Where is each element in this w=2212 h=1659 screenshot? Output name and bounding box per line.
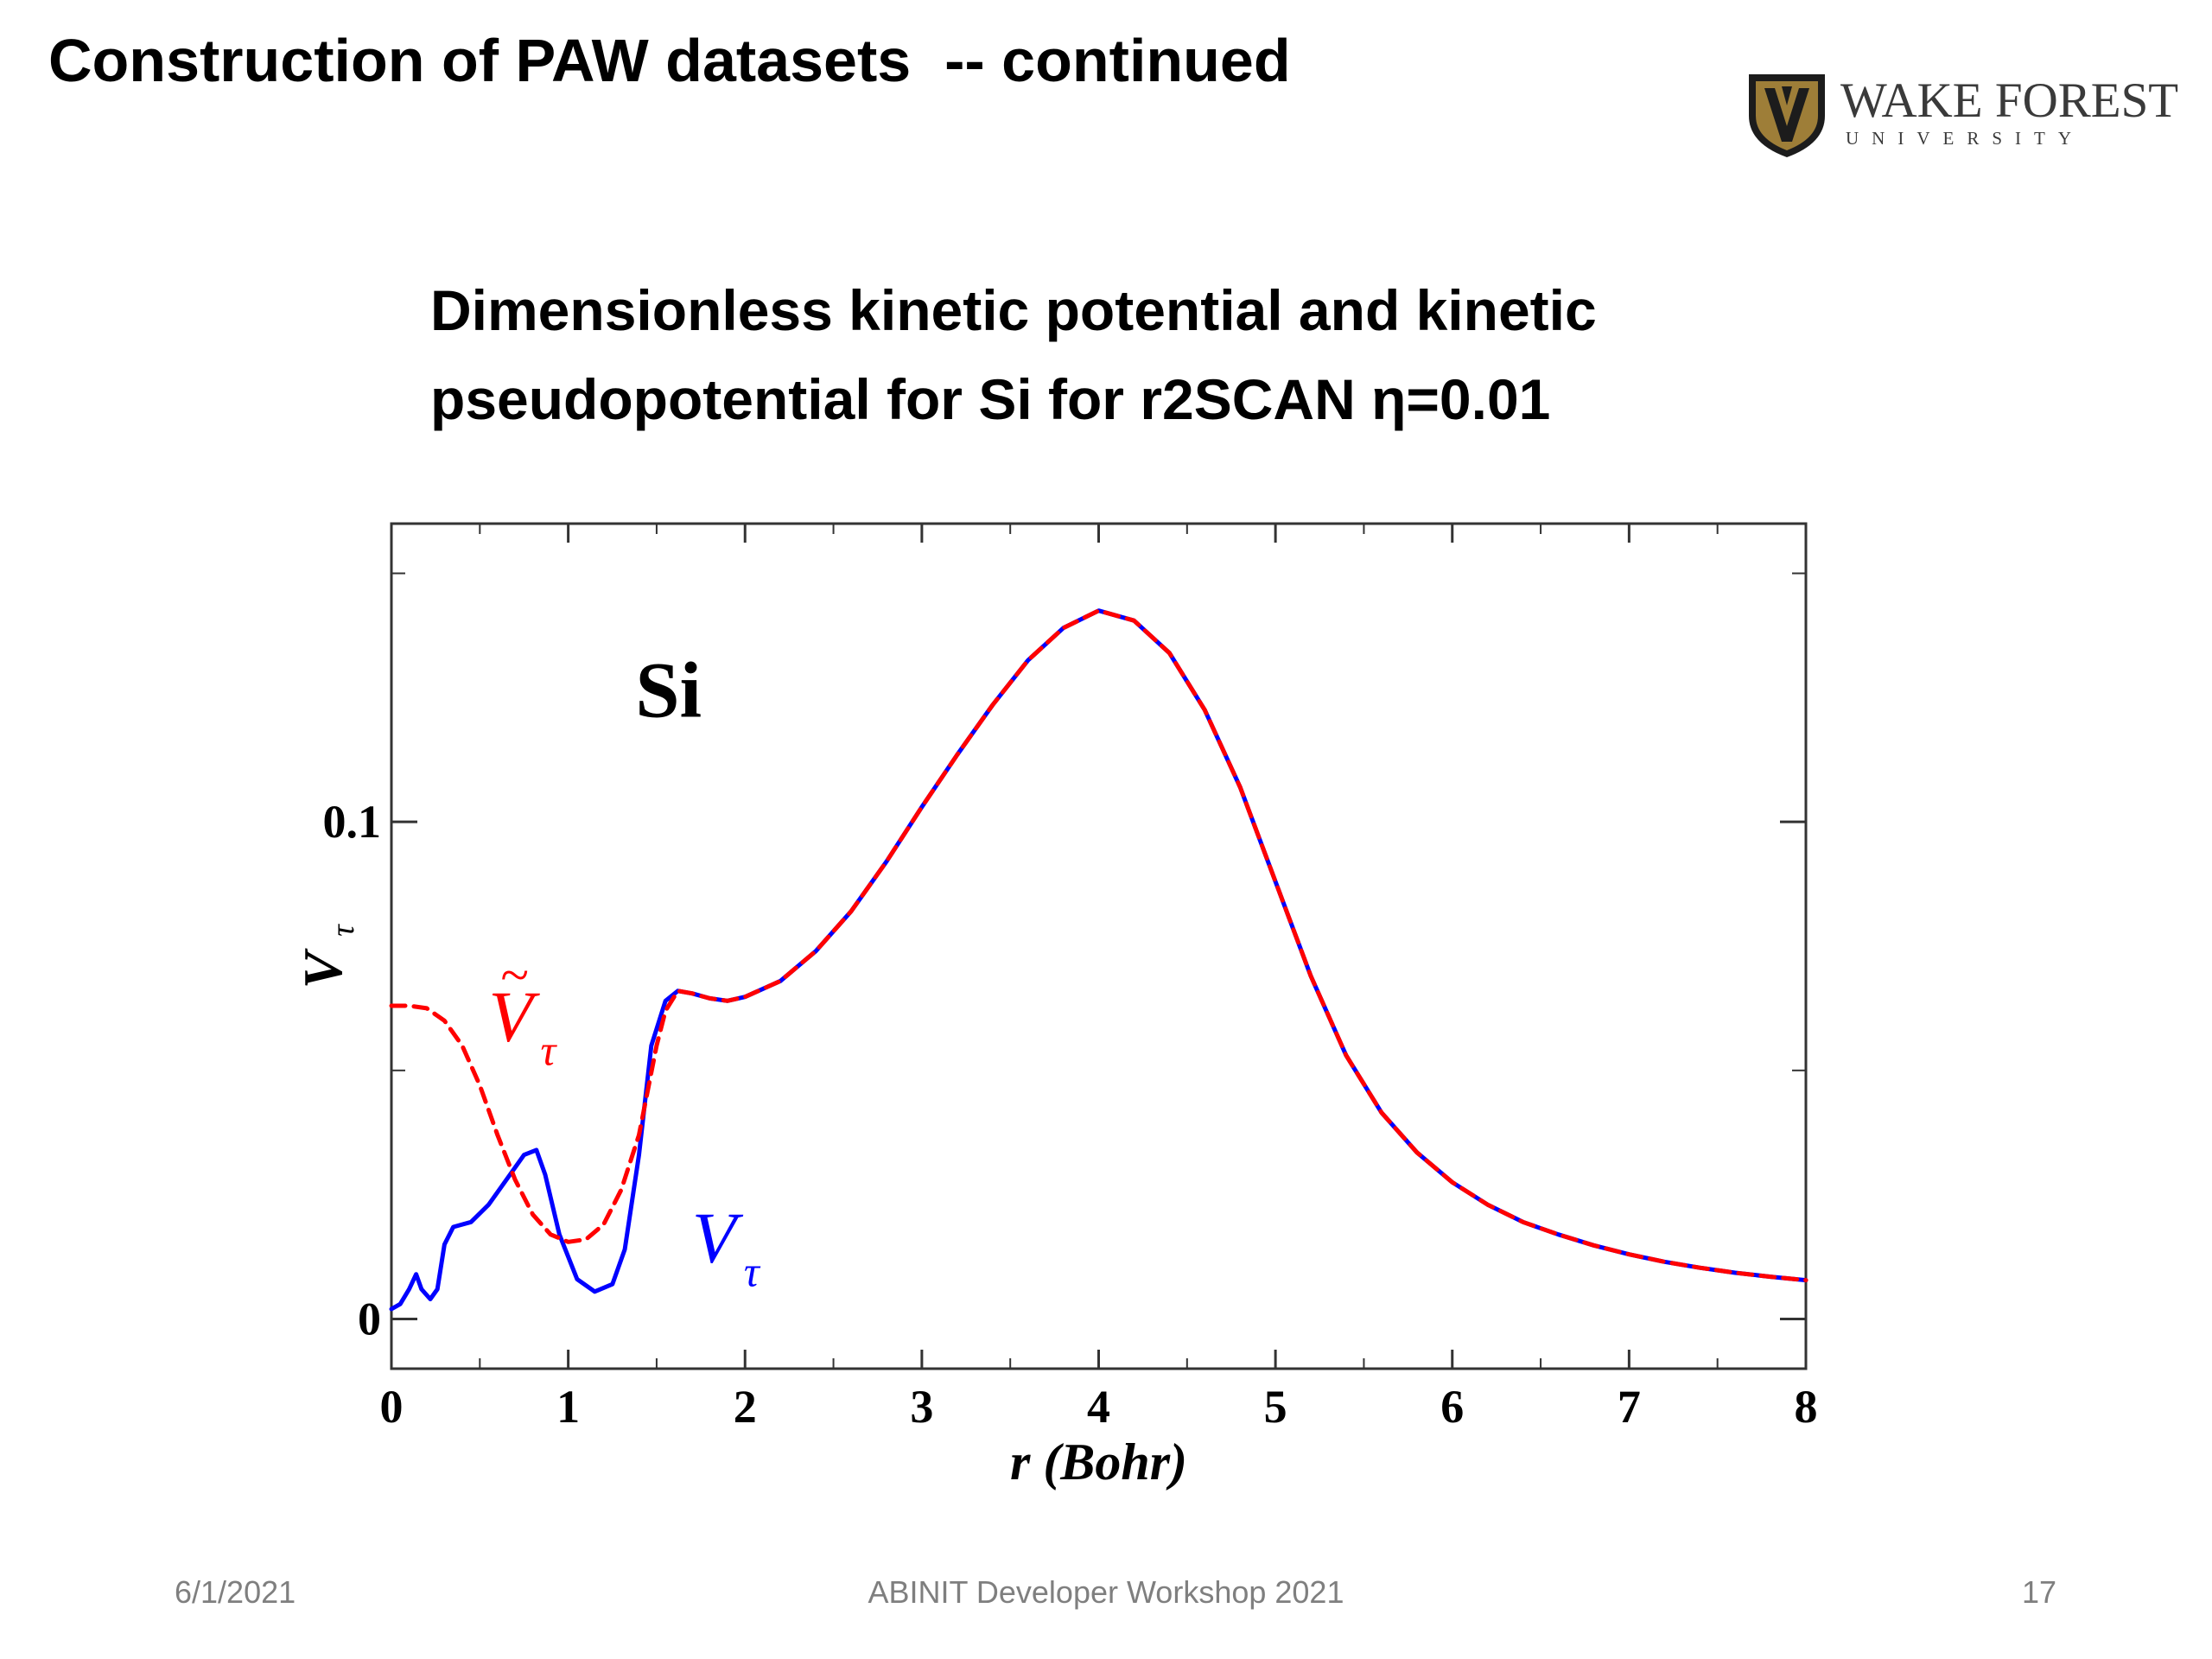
x-tick-label: 6 (1440, 1381, 1464, 1433)
y-axis-label-sub: τ (325, 924, 361, 937)
shield-icon (1749, 74, 1825, 157)
x-tick-label: 1 (556, 1381, 580, 1433)
university-logo: WAKE FOREST UNIVERSITY (1744, 71, 2184, 159)
series-label-sub: τ (744, 1247, 761, 1295)
y-tick-label: 0 (358, 1293, 381, 1344)
x-tick-label: 3 (910, 1381, 933, 1433)
series-label-tilde: ~ (501, 946, 529, 1003)
element-annotation: Si (635, 646, 702, 734)
y-axis-label-text: V (292, 947, 353, 988)
x-tick-label: 8 (1795, 1381, 1818, 1433)
slide-title: Construction of PAW datasets -- continue… (48, 27, 1291, 94)
x-tick-label: 5 (1264, 1381, 1287, 1433)
x-tick-label: 7 (1618, 1381, 1641, 1433)
series-line-pseudo (389, 608, 1808, 1283)
logo-name: WAKE FOREST (1840, 73, 2179, 128)
x-tick-label: 2 (734, 1381, 757, 1433)
plot-frame (390, 522, 1808, 1370)
logo-subtitle: UNIVERSITY (1846, 128, 2084, 149)
x-tick-label: 4 (1087, 1381, 1110, 1433)
footer-event: ABINIT Developer Workshop 2021 (868, 1574, 1344, 1610)
x-tick-label: 0 (380, 1381, 404, 1433)
series-line-all-electron (389, 608, 1808, 1312)
series-label: V (692, 1198, 744, 1278)
x-axis-label: r (Bohr) (1010, 1433, 1187, 1491)
page-number: 17 (2022, 1574, 2057, 1610)
series-label: V (489, 976, 541, 1057)
y-axis-label: Vτ (292, 924, 361, 989)
caption-line-2: pseudopotential for Si for r2SCAN η=0.01 (430, 367, 1551, 431)
footer-date: 6/1/2021 (175, 1574, 296, 1610)
chart-caption: Dimensionless kinetic potential and kine… (430, 266, 1899, 444)
series-label-sub: τ (541, 1026, 558, 1074)
y-tick-label: 0.1 (323, 796, 382, 848)
caption-line-1: Dimensionless kinetic potential and kine… (430, 278, 1597, 342)
